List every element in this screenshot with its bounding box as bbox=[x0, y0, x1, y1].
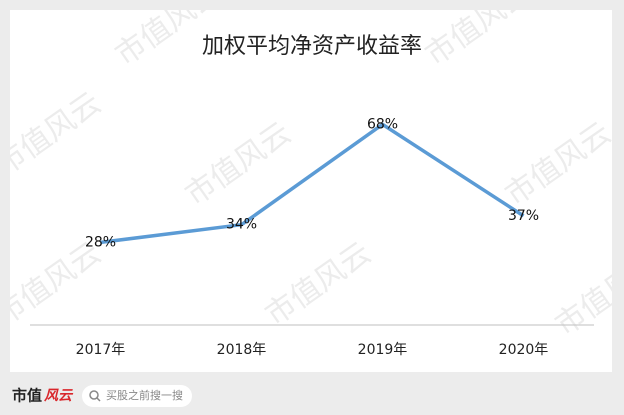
brand-mark: 风云 bbox=[44, 388, 74, 404]
data-label: 34% bbox=[226, 217, 257, 233]
x-tick-label: 2018年 bbox=[217, 342, 267, 358]
card bbox=[10, 10, 612, 372]
search-placeholder: 买股之前搜一搜 bbox=[106, 388, 183, 402]
x-tick-label: 2020年 bbox=[499, 342, 549, 358]
search-icon-handle bbox=[96, 397, 101, 402]
data-label: 68% bbox=[367, 116, 398, 132]
search-icon bbox=[89, 390, 99, 400]
chart-title: 加权平均净资产收益率 bbox=[202, 34, 422, 59]
search-box[interactable] bbox=[82, 385, 192, 407]
data-label: 28% bbox=[85, 234, 116, 250]
x-tick-label: 2019年 bbox=[358, 342, 408, 358]
x-tick-label: 2017年 bbox=[76, 342, 126, 358]
brand: 市值 bbox=[12, 387, 42, 405]
data-label: 37% bbox=[508, 208, 539, 224]
line bbox=[100, 122, 525, 245]
